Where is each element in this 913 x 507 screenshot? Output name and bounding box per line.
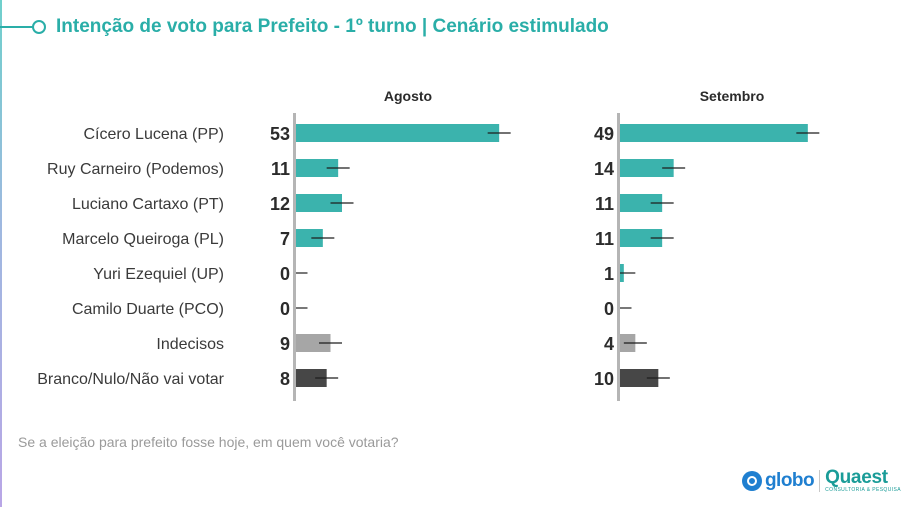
- data-label: 0: [604, 299, 614, 319]
- bar: [296, 124, 500, 142]
- quaest-logo-tagline: CONSULTORIA & PESQUISA: [825, 487, 901, 493]
- quaest-logo-text: Quaest: [825, 467, 888, 488]
- data-label: 12: [270, 194, 290, 214]
- category-label: Cícero Lucena (PP): [83, 126, 224, 143]
- bar: [620, 194, 663, 212]
- globo-logo-text: globo: [764, 470, 815, 491]
- data-label: 10: [594, 369, 614, 389]
- data-label: 9: [280, 334, 290, 354]
- bar: [296, 229, 323, 247]
- title-accent-circle: [32, 20, 46, 34]
- logos: globo Quaest CONSULTORIA & PESQUISA: [741, 466, 901, 496]
- logo-separator: [819, 470, 821, 492]
- data-label: 4: [604, 334, 614, 354]
- bar: [296, 334, 331, 352]
- bar: [296, 194, 342, 212]
- title-accent-line: [0, 26, 34, 28]
- chart-title: Intenção de voto para Prefeito - 1º turn…: [56, 16, 609, 37]
- category-label: Indecisos: [156, 336, 224, 353]
- bar: [620, 369, 659, 387]
- category-label: Luciano Cartaxo (PT): [72, 196, 224, 213]
- data-label: 11: [595, 194, 614, 214]
- data-label: 14: [594, 159, 614, 179]
- left-accent-rule: [0, 0, 2, 507]
- bar: [620, 124, 808, 142]
- bar: [296, 159, 339, 177]
- globo-logo-icon: [741, 471, 762, 491]
- data-label: 7: [280, 229, 290, 249]
- data-label: 1: [604, 264, 614, 284]
- survey-question: Se a eleição para prefeito fosse hoje, e…: [18, 434, 399, 450]
- series-header: Agosto: [384, 88, 432, 104]
- category-label: Marcelo Queiroga (PL): [62, 231, 224, 248]
- series-header: Setembro: [700, 88, 765, 104]
- bar: [296, 369, 327, 387]
- data-label: 11: [271, 159, 290, 179]
- category-label: Camilo Duarte (PCO): [72, 301, 224, 318]
- chart-area: Cícero Lucena (PP) Ruy Carneiro (Podemos)…: [37, 88, 820, 401]
- data-label: 53: [270, 124, 290, 144]
- category-label: Yuri Ezequiel (UP): [93, 266, 224, 283]
- data-label: 8: [280, 369, 290, 389]
- bar: [620, 229, 663, 247]
- data-label: 0: [280, 299, 290, 319]
- data-label: 49: [594, 124, 614, 144]
- quaest-logo: Quaest CONSULTORIA & PESQUISA: [825, 467, 901, 493]
- bar: [620, 159, 674, 177]
- data-label: 11: [595, 229, 614, 249]
- category-label: Branco/Nulo/Não vai votar: [37, 371, 224, 388]
- category-label: Ruy Carneiro (Podemos): [47, 161, 224, 178]
- data-label: 0: [280, 264, 290, 284]
